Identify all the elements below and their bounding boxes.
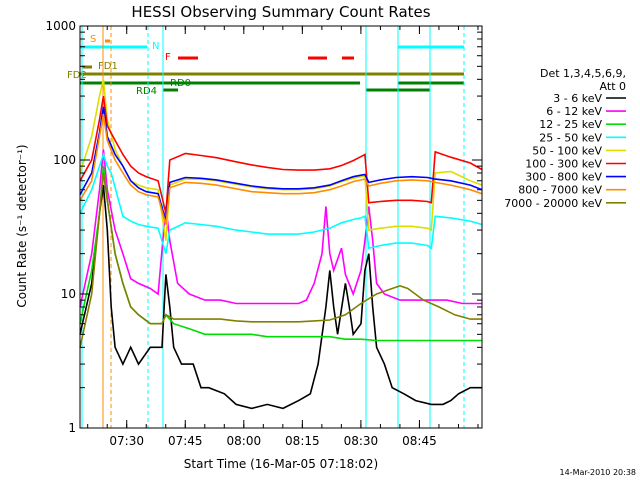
y-tick-label: 100: [53, 153, 76, 167]
y-axis-label-group: Count Rate (s⁻¹ detector⁻¹): [15, 144, 29, 307]
x-axis-label: Start Time (16-Mar-05 07:18:02): [184, 457, 378, 471]
legend-entry-label: 12 - 25 keV: [539, 118, 602, 131]
series-line: [79, 95, 483, 214]
y-tick-label: 1000: [45, 19, 76, 33]
x-tick-label: 08:00: [227, 434, 262, 448]
legend-entry-label: 3 - 6 keV: [553, 92, 602, 105]
legend-entry-label: 800 - 7000 keV: [518, 184, 602, 197]
x-tick-label: 07:45: [168, 434, 203, 448]
chart-title: HESSI Observing Summary Count Rates: [131, 3, 430, 21]
flag-label: FD1: [98, 61, 118, 72]
series-line: [79, 106, 483, 222]
legend-entry-label: 25 - 50 keV: [539, 131, 602, 144]
y-tick-label: 10: [61, 287, 76, 301]
legend-entry-label: 300 - 800 keV: [525, 171, 602, 184]
y-axis-label: Count Rate (s⁻¹ detector⁻¹): [15, 144, 29, 307]
plot-frame: [79, 25, 483, 429]
series-line: [79, 184, 482, 410]
x-tick-label: 08:45: [402, 434, 437, 448]
flag-label: RD4: [136, 86, 157, 97]
legend-entry-label: 7000 - 20000 keV: [504, 197, 602, 210]
x-tick-label: 08:15: [285, 434, 320, 448]
series-line: [79, 151, 483, 254]
flag-label: RD0: [170, 78, 191, 89]
timestamp: 14-Mar-2010 20:38: [560, 468, 637, 477]
flag-bands: S NF FD1 FD2 RD0 RD4: [67, 34, 464, 97]
flag-label: FD2: [67, 70, 87, 81]
series-line: [79, 113, 483, 225]
series-line: [79, 172, 482, 348]
x-tick-label: 07:30: [109, 434, 144, 448]
legend-entry-label: 100 - 300 keV: [525, 158, 602, 171]
legend-header: Det 1,3,4,5,6,9,: [540, 67, 626, 80]
flag-label: N: [152, 41, 159, 52]
y-tick-label: 1: [68, 421, 76, 435]
x-tick-label: 08:30: [344, 434, 379, 448]
flag-label: F: [165, 52, 171, 63]
legend-entry-label: 50 - 100 keV: [532, 144, 602, 157]
axes: 1 10 100 1000 07:30 07:45 08:00 08:15 08:30 08:45: [45, 19, 483, 448]
legend-header: Att 0: [600, 80, 626, 93]
flag-label: S: [90, 34, 96, 45]
legend-entry-label: 6 - 12 keV: [546, 105, 602, 118]
series-layer: [79, 79, 483, 410]
